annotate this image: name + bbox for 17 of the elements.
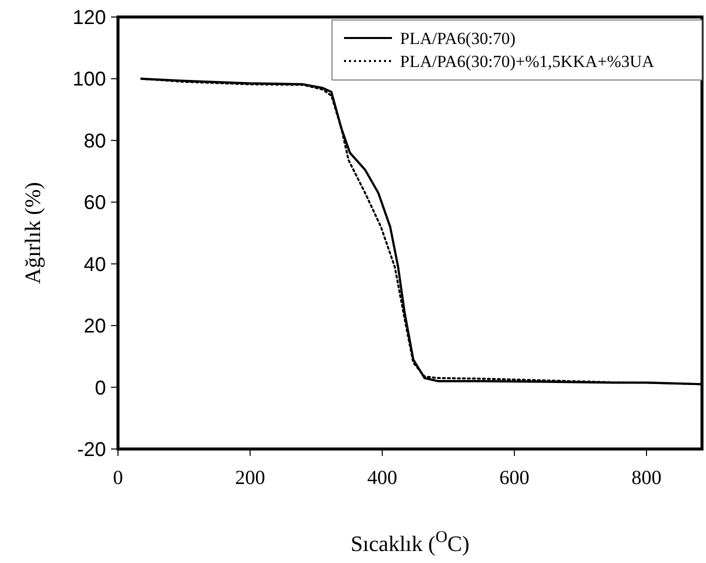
legend-label: PLA/PA6(30:70) <box>400 28 516 48</box>
y-tick-label: 0 <box>94 377 106 400</box>
y-tick-label: 120 <box>72 7 106 29</box>
y-tick-label: 60 <box>84 192 106 214</box>
y-tick-label: 80 <box>84 130 106 152</box>
legend-label: PLA/PA6(30:70)+%1,5KKA+%3UA <box>400 52 655 71</box>
y-tick-label: -20 <box>77 439 106 461</box>
y-axis-title: Ağırlık (%) <box>20 182 45 284</box>
x-axis-title: Sıcaklık ($^{O}$C) <box>350 526 470 556</box>
x-tick-label: 0 <box>113 467 123 489</box>
y-tick-label: 100 <box>72 68 106 91</box>
y-tick-label: 40 <box>84 254 106 276</box>
x-tick-label: 200 <box>235 467 266 489</box>
x-tick-label: 600 <box>499 467 530 489</box>
x-tick-label: 800 <box>632 467 662 489</box>
x-tick-label: 400 <box>367 467 398 489</box>
y-tick-label: 20 <box>84 316 106 338</box>
